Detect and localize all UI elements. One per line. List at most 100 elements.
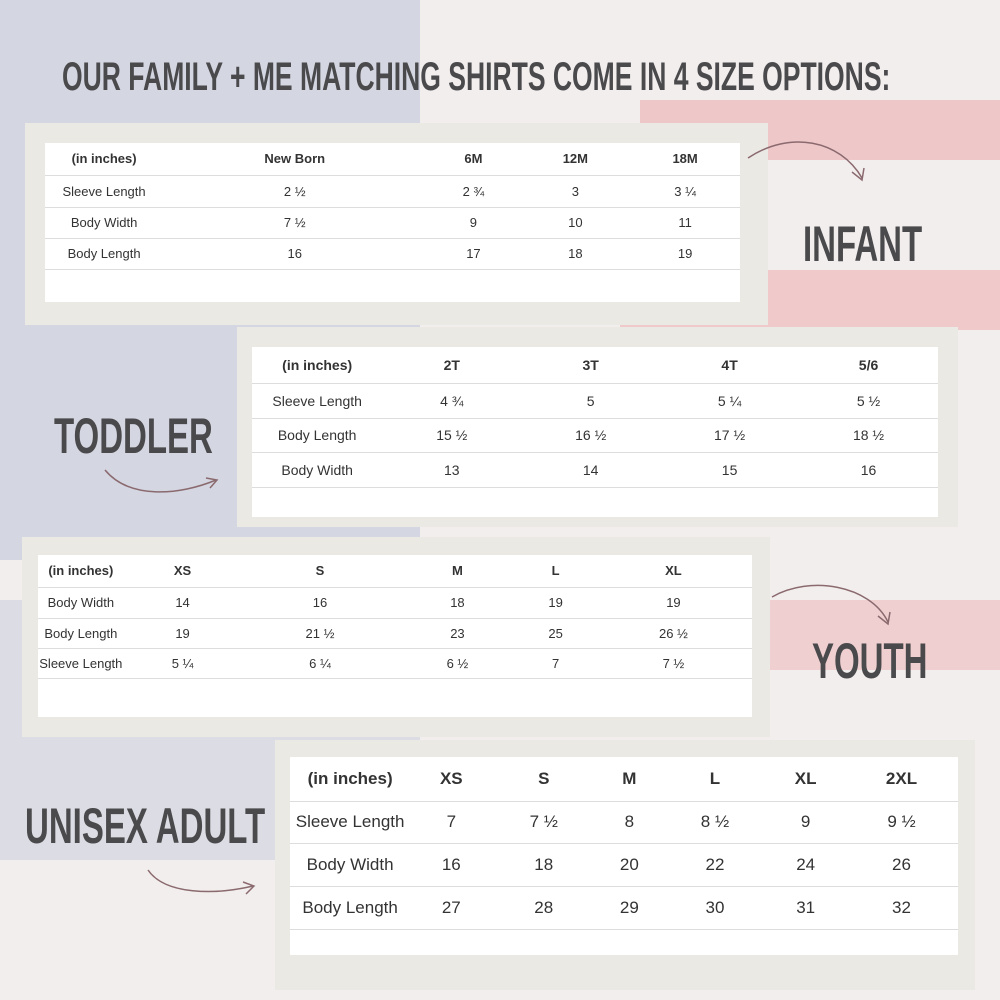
table-cell: 27 (410, 886, 493, 930)
table-cell: 16 (410, 843, 493, 887)
table-cell: 3 ¼ (630, 175, 740, 208)
table-cell: 13 (382, 452, 522, 488)
table-cell: 26 (845, 843, 958, 887)
arrow (747, 141, 865, 182)
table-cell: 10 (520, 207, 631, 239)
table-cell: M (398, 555, 517, 588)
row-label: Sleeve Length (290, 801, 411, 844)
table-cell: 19 (123, 618, 242, 649)
table-row: Body Length 27 28 29 30 31 32 (290, 886, 958, 930)
table-cell: 5 ¼ (123, 648, 242, 679)
table-cell: L (663, 757, 767, 802)
row-label: (in inches) (290, 757, 411, 802)
row-label: (in inches) (45, 143, 164, 176)
section-label: TODDLER (54, 408, 213, 464)
table-cell: 32 (845, 886, 958, 930)
table-cell: 18 (520, 238, 631, 270)
row-label: Sleeve Length (38, 648, 124, 679)
table-row: Body Width 7 ½ 9 10 11 (45, 207, 740, 239)
table-cell: 2 ½ (163, 175, 427, 208)
table-cell: 5 ¼ (660, 383, 800, 419)
table-cell: 30 (663, 886, 767, 930)
arrow (147, 869, 256, 895)
table-cell: 2XL (845, 757, 958, 802)
table-cell: 19 (630, 238, 740, 270)
table-cell: 7 (410, 801, 493, 844)
table-cell: XL (594, 555, 752, 588)
row-label: (in inches) (252, 347, 383, 384)
table-cell: 5 (521, 383, 661, 419)
table-cell: 21 ½ (241, 618, 399, 649)
table-cell: 6 ¼ (241, 648, 399, 679)
table-cell: 15 (660, 452, 800, 488)
table-cell: 8 (595, 801, 664, 844)
table-cell: 29 (595, 886, 664, 930)
row-label: Body Length (38, 618, 124, 649)
table-cell: L (516, 555, 595, 588)
table-cell: 7 ½ (492, 801, 596, 844)
table-cell: 25 (516, 618, 595, 649)
table-cell: 16 ½ (521, 418, 661, 453)
table-cell: 19 (516, 587, 595, 619)
table-cell: 17 (426, 238, 521, 270)
arrow (771, 584, 891, 626)
table-cell: XS (123, 555, 242, 588)
row-label: Body Length (290, 886, 411, 930)
table-row: Body Length 16 17 18 19 (45, 238, 740, 270)
row-label: Body Width (290, 843, 411, 887)
table-row: Body Length 19 21 ½ 23 25 26 ½ (38, 618, 752, 649)
table-cell: XS (410, 757, 493, 802)
table-cell: 8 ½ (663, 801, 767, 844)
table-cell: 2 ¾ (426, 175, 521, 208)
table-cell: 4T (660, 347, 800, 384)
row-label: Body Length (45, 238, 164, 270)
table-cell: S (492, 757, 596, 802)
row-label: Sleeve Length (252, 383, 383, 419)
row-label: Sleeve Length (45, 175, 164, 208)
table-cell: 4 ¾ (382, 383, 522, 419)
table-cell: M (595, 757, 664, 802)
table-cell: 20 (595, 843, 664, 887)
row-label: Body Length (252, 418, 383, 453)
table-cell: 28 (492, 886, 596, 930)
table-cell: 9 ½ (845, 801, 958, 844)
table-cell: 12M (520, 143, 631, 176)
table-cell: 5/6 (799, 347, 938, 384)
title: OUR FAMILY + ME MATCHING SHIRTS COME IN … (62, 55, 891, 99)
size-table: (in inches) New Born 6M 12M 18M Sleeve Length… (45, 143, 740, 302)
table-row: (in inches) XS S M L XL 2XL (290, 757, 958, 802)
table-cell: 16 (241, 587, 399, 619)
table-cell: S (241, 555, 399, 588)
table-row: Body Length 15 ½ 16 ½ 17 ½ 18 ½ (252, 418, 938, 453)
section-label: INFANT (803, 216, 923, 272)
table-cell: 26 ½ (594, 618, 752, 649)
arrow (104, 469, 219, 493)
table-cell: XL (766, 757, 846, 802)
table-cell: 3T (521, 347, 661, 384)
table-row: Body Width 13 14 15 16 (252, 452, 938, 488)
table-cell: 24 (766, 843, 846, 887)
table-cell: 7 (516, 648, 595, 679)
table-cell: 15 ½ (382, 418, 522, 453)
row-label: (in inches) (38, 555, 124, 588)
table-cell: 19 (594, 587, 752, 619)
table-cell: 14 (123, 587, 242, 619)
table-row: Body Width 16 18 20 22 24 26 (290, 843, 958, 887)
table-cell: 23 (398, 618, 517, 649)
table-cell: 22 (663, 843, 767, 887)
table-row: (in inches) New Born 6M 12M 18M (45, 143, 740, 176)
table-cell: 5 ½ (799, 383, 938, 419)
table-cell: 14 (521, 452, 661, 488)
table-cell: New Born (163, 143, 427, 176)
table-cell: 6 ½ (398, 648, 517, 679)
table-cell: 18M (630, 143, 740, 176)
table-row: (in inches) XS S M L XL (38, 555, 752, 588)
